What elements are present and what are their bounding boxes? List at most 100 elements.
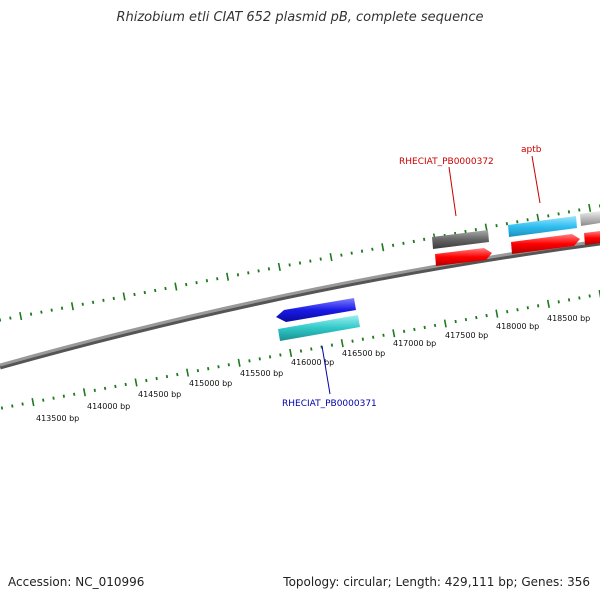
major-tick — [134, 378, 138, 387]
minor-tick — [361, 337, 364, 341]
minor-tick — [50, 308, 53, 312]
plasmid-backbone — [0, 239, 600, 367]
major-tick — [174, 282, 178, 291]
minor-tick — [248, 359, 251, 363]
upper-tick-row — [0, 203, 600, 322]
minor-tick — [11, 404, 14, 408]
minor-tick — [485, 313, 488, 318]
minor-tick — [578, 208, 581, 212]
minor-tick — [371, 247, 374, 251]
gene-label-aptb[interactable]: aptb — [521, 145, 542, 155]
minor-tick — [464, 317, 468, 322]
lower-tick-row — [0, 289, 600, 410]
minor-tick — [247, 271, 250, 275]
minor-tick — [216, 277, 219, 281]
minor-tick — [93, 388, 96, 392]
minor-tick — [567, 298, 571, 302]
minor-tick — [205, 279, 209, 283]
major-tick — [588, 203, 592, 213]
minor-tick — [196, 369, 200, 373]
major-tick — [536, 213, 540, 222]
minor-tick — [40, 310, 43, 314]
minor-tick — [330, 343, 334, 347]
major-tick — [329, 253, 333, 262]
minor-tick — [62, 394, 65, 398]
minor-tick — [454, 319, 457, 324]
minor-tick — [81, 302, 84, 306]
major-tick — [277, 262, 281, 272]
minor-tick — [350, 251, 353, 255]
major-tick — [226, 272, 230, 281]
minor-tick — [360, 249, 364, 253]
minor-tick — [402, 329, 406, 333]
sequence-summary: Topology: circular; Length: 429,111 bp; … — [283, 575, 590, 589]
minor-tick — [145, 378, 148, 383]
minor-tick — [516, 308, 519, 312]
minor-tick — [91, 300, 95, 304]
minor-tick — [516, 220, 519, 224]
minor-tick — [217, 365, 220, 369]
minor-tick — [42, 398, 45, 402]
major-tick — [122, 292, 126, 301]
gene-arrow-red[interactable] — [511, 234, 580, 254]
major-tick — [31, 398, 35, 407]
major-tick — [392, 329, 396, 338]
minor-tick — [112, 296, 115, 301]
minor-tick — [372, 335, 375, 339]
minor-tick — [340, 253, 343, 257]
minor-tick — [567, 210, 571, 214]
minor-tick — [103, 386, 107, 390]
minor-tick — [505, 222, 509, 226]
gene-arrow-light-grey[interactable] — [580, 211, 600, 226]
minor-tick — [320, 345, 323, 349]
minor-tick — [309, 259, 312, 263]
minor-tick — [402, 241, 405, 245]
minor-tick — [310, 347, 313, 351]
gene-label-pb0000371[interactable]: RHECIAT_PB0000371 — [282, 399, 377, 409]
accession-text: Accession: NC_010996 — [8, 575, 145, 589]
minor-tick — [143, 290, 146, 295]
minor-tick — [102, 298, 105, 302]
minor-tick — [73, 392, 76, 396]
minor-tick — [155, 376, 158, 381]
gene-arrow-red[interactable] — [435, 248, 492, 266]
minor-tick — [0, 406, 4, 410]
minor-tick — [413, 327, 416, 332]
forward-genes — [432, 211, 600, 266]
gene-arrow-pseudo-grey[interactable] — [432, 230, 489, 249]
tick-label: 416000 bp — [291, 358, 334, 367]
tick-label: 417000 bp — [393, 339, 436, 348]
tick-label: 414000 bp — [87, 402, 130, 411]
callout-line-aptb — [531, 155, 541, 204]
minor-tick — [195, 281, 198, 285]
gene-label-pb0000372[interactable]: RHECIAT_PB0000372 — [399, 157, 494, 167]
minor-tick — [279, 353, 282, 357]
minor-tick — [288, 263, 291, 267]
minor-tick — [423, 237, 426, 242]
tick-label: 413500 bp — [36, 414, 79, 423]
minor-tick — [165, 374, 169, 379]
minor-tick — [207, 367, 210, 371]
gene-arrow-teal[interactable] — [278, 315, 360, 341]
major-tick — [70, 302, 74, 311]
major-tick — [82, 388, 86, 397]
minor-tick — [154, 288, 157, 293]
minor-tick — [464, 229, 467, 234]
minor-tick — [176, 372, 179, 377]
callout-line-pb0000372 — [448, 166, 457, 217]
minor-tick — [133, 292, 136, 297]
minor-tick — [588, 294, 591, 298]
minor-tick — [298, 261, 302, 265]
tick-label: 415000 bp — [189, 379, 232, 388]
map-title: Rhizobium etli CIAT 652 plasmid pB, comp… — [116, 10, 484, 25]
gene-arrow-red[interactable] — [584, 231, 600, 245]
minor-tick — [526, 306, 529, 310]
minor-tick — [578, 296, 581, 300]
gene-arrow-blue[interactable] — [276, 298, 356, 322]
tick-label: 414500 bp — [138, 390, 181, 399]
tick-label: 418500 bp — [547, 314, 590, 323]
tick-labels: 413500 bp 414000 bp 414500 bp 415000 bp … — [36, 314, 590, 423]
minor-tick — [227, 363, 230, 367]
gene-arrow-cyan[interactable] — [508, 216, 577, 237]
